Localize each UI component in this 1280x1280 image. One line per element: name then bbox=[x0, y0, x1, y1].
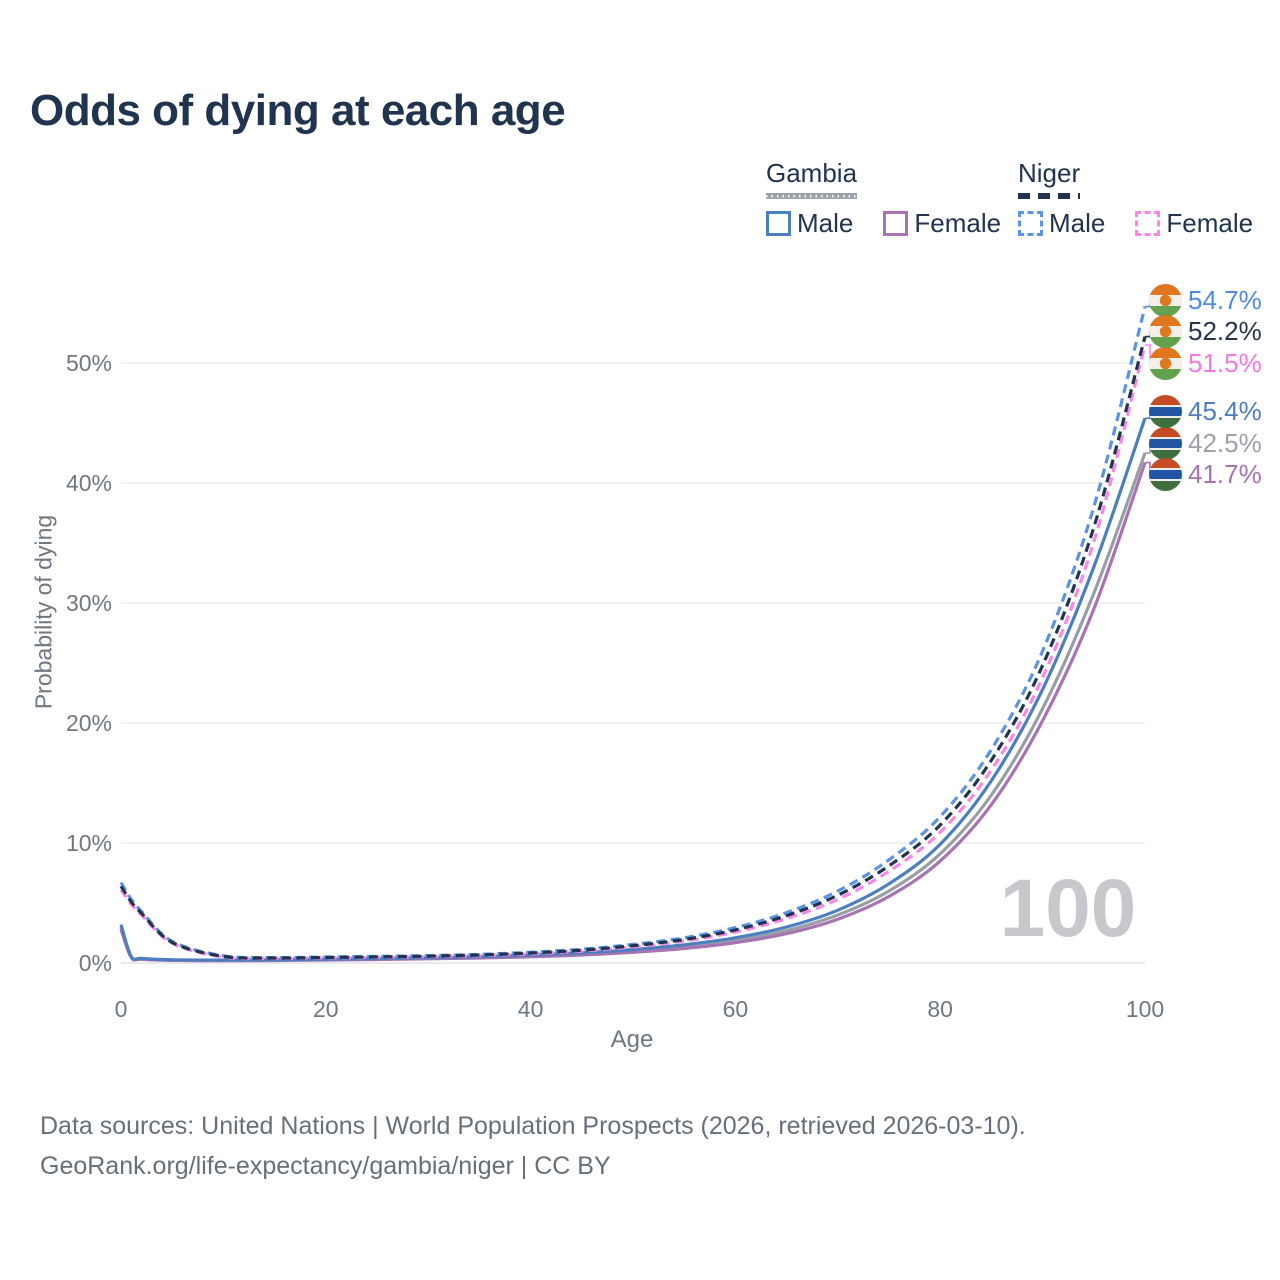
legend-group-niger: Niger Male Female bbox=[1018, 158, 1253, 239]
svg-text:100: 100 bbox=[1126, 996, 1164, 1022]
gambia-combined-line-swatch-icon bbox=[766, 193, 858, 199]
legend-heading-gambia[interactable]: Gambia bbox=[766, 158, 858, 199]
legend-items-niger: Male Female bbox=[1018, 208, 1253, 239]
legend-item-gambia-male[interactable]: Male bbox=[766, 208, 853, 239]
svg-text:10%: 10% bbox=[66, 830, 112, 856]
legend-item-niger-female[interactable]: Female bbox=[1135, 208, 1253, 239]
legend-item-label: Male bbox=[797, 208, 854, 238]
svg-text:20%: 20% bbox=[66, 710, 112, 736]
gambia-male-checkbox-icon bbox=[766, 211, 791, 236]
niger-male-checkbox-icon bbox=[1018, 211, 1043, 236]
gambia-female-checkbox-icon bbox=[883, 211, 909, 236]
svg-text:20: 20 bbox=[313, 996, 339, 1022]
legend-item-label: Female bbox=[1166, 208, 1254, 238]
niger-female-checkbox-icon bbox=[1135, 211, 1161, 236]
y-axis-title: Probability of dying bbox=[30, 514, 57, 710]
legend-heading-niger[interactable]: Niger bbox=[1018, 158, 1081, 199]
legend-item-gambia-female[interactable]: Female bbox=[883, 208, 1001, 239]
svg-text:80: 80 bbox=[927, 996, 953, 1022]
niger-combined-line-swatch-icon bbox=[1018, 193, 1081, 199]
svg-text:0: 0 bbox=[115, 996, 128, 1022]
x-axis-title: Age bbox=[610, 1026, 654, 1053]
svg-text:0%: 0% bbox=[79, 950, 112, 976]
legend-item-label: Female bbox=[914, 208, 1002, 238]
svg-text:40%: 40% bbox=[66, 470, 112, 496]
legend-country-label: Niger bbox=[1018, 158, 1081, 188]
legend-item-niger-male[interactable]: Male bbox=[1018, 208, 1105, 239]
caption: Data sources: United Nations | World Pop… bbox=[40, 1106, 1026, 1186]
legend-country-label: Gambia bbox=[766, 158, 858, 188]
svg-text:60: 60 bbox=[723, 996, 749, 1022]
legend-items-gambia: Male Female bbox=[766, 208, 1001, 239]
svg-text:50%: 50% bbox=[66, 350, 112, 376]
svg-text:30%: 30% bbox=[66, 590, 112, 616]
watermark-age-100: 100 bbox=[999, 863, 1137, 954]
caption-data-sources: Data sources: United Nations | World Pop… bbox=[40, 1112, 1026, 1140]
svg-text:40: 40 bbox=[518, 996, 544, 1022]
legend-item-label: Male bbox=[1049, 208, 1106, 238]
legend-group-gambia: Gambia Male Female bbox=[766, 158, 1001, 239]
page-title: Odds of dying at each age bbox=[30, 86, 566, 135]
caption-attribution: GeoRank.org/life-expectancy/gambia/niger… bbox=[40, 1152, 611, 1180]
